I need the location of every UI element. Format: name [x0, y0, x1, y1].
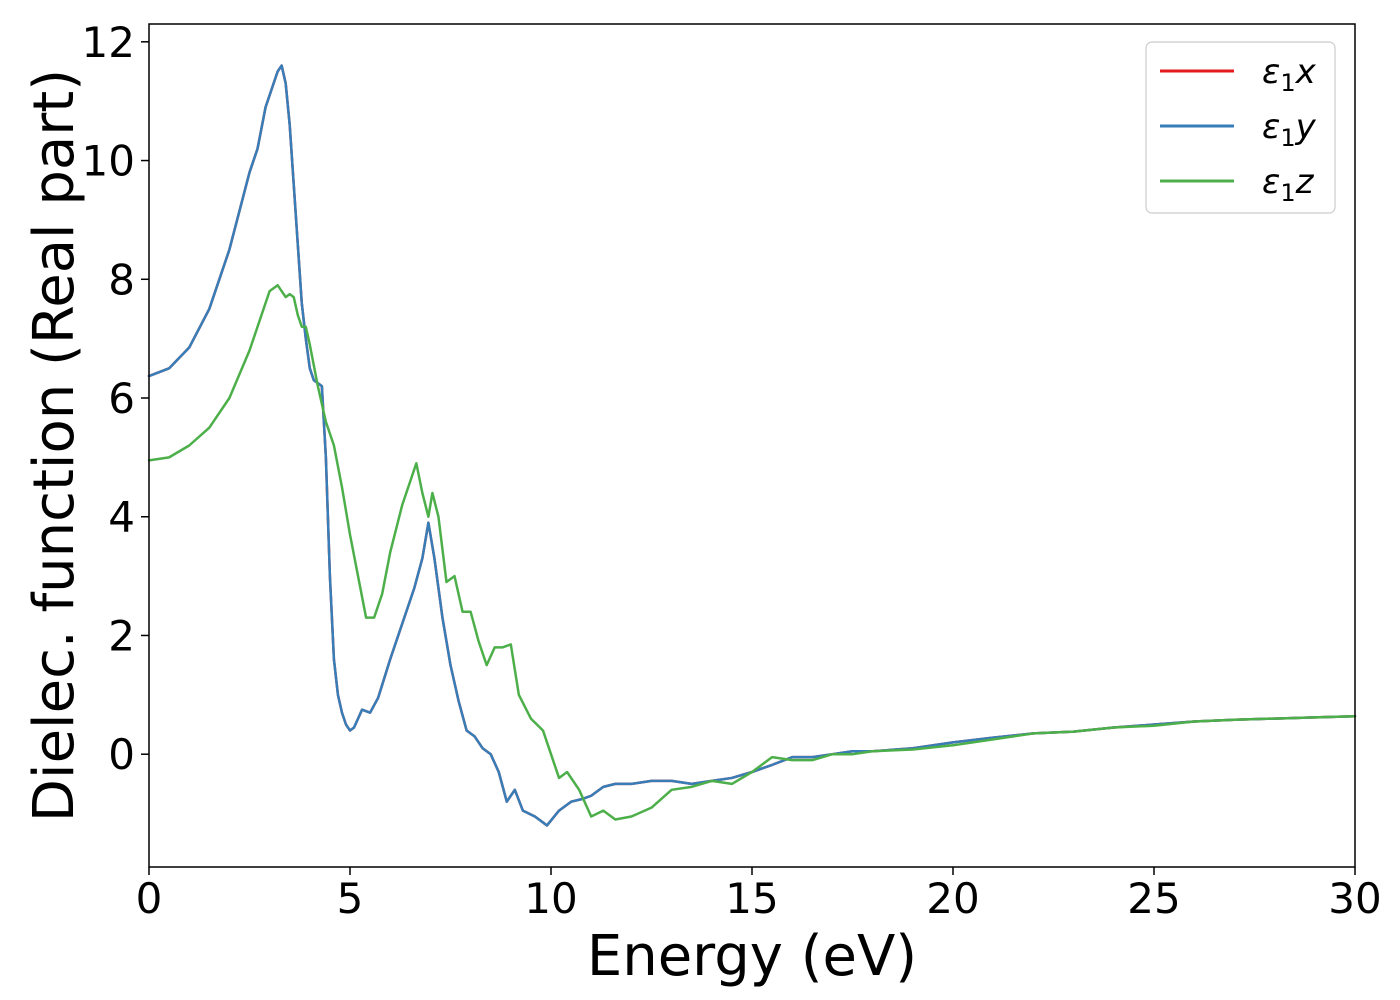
x-tick-label: 5: [337, 874, 364, 923]
x-axis-ticks: 0 5 10 15 20 25 30: [136, 867, 1382, 923]
y-tick-label: 2: [108, 611, 135, 660]
legend-label-x: ε1x: [1262, 52, 1317, 97]
y-tick-label: 10: [82, 137, 135, 186]
x-tick-label: 0: [136, 874, 163, 923]
y-axis-label: Dielec. function (Real part): [22, 69, 87, 822]
y-tick-label: 6: [108, 374, 135, 423]
legend-label-z: ε1z: [1262, 162, 1315, 207]
legend-label-y: ε1y: [1262, 107, 1317, 152]
x-tick-label: 20: [926, 874, 979, 923]
series-lines: [147, 64, 1357, 827]
x-tick-label: 10: [524, 874, 577, 923]
series-line-z: [147, 283, 1357, 821]
x-axis-label: Energy (eV): [587, 924, 917, 989]
x-tick-label: 30: [1328, 874, 1381, 923]
x-tick-label: 15: [725, 874, 778, 923]
y-tick-label: 8: [108, 255, 135, 304]
legend: ε1x ε1y ε1z: [1145, 41, 1336, 214]
y-tick-label: 4: [108, 493, 135, 542]
y-axis-ticks: 0 2 4 6 8 10 12: [82, 18, 149, 779]
x-tick-label: 25: [1127, 874, 1180, 923]
y-tick-label: 0: [108, 730, 135, 779]
legend-box: [1145, 41, 1336, 214]
y-tick-label: 12: [82, 18, 135, 67]
